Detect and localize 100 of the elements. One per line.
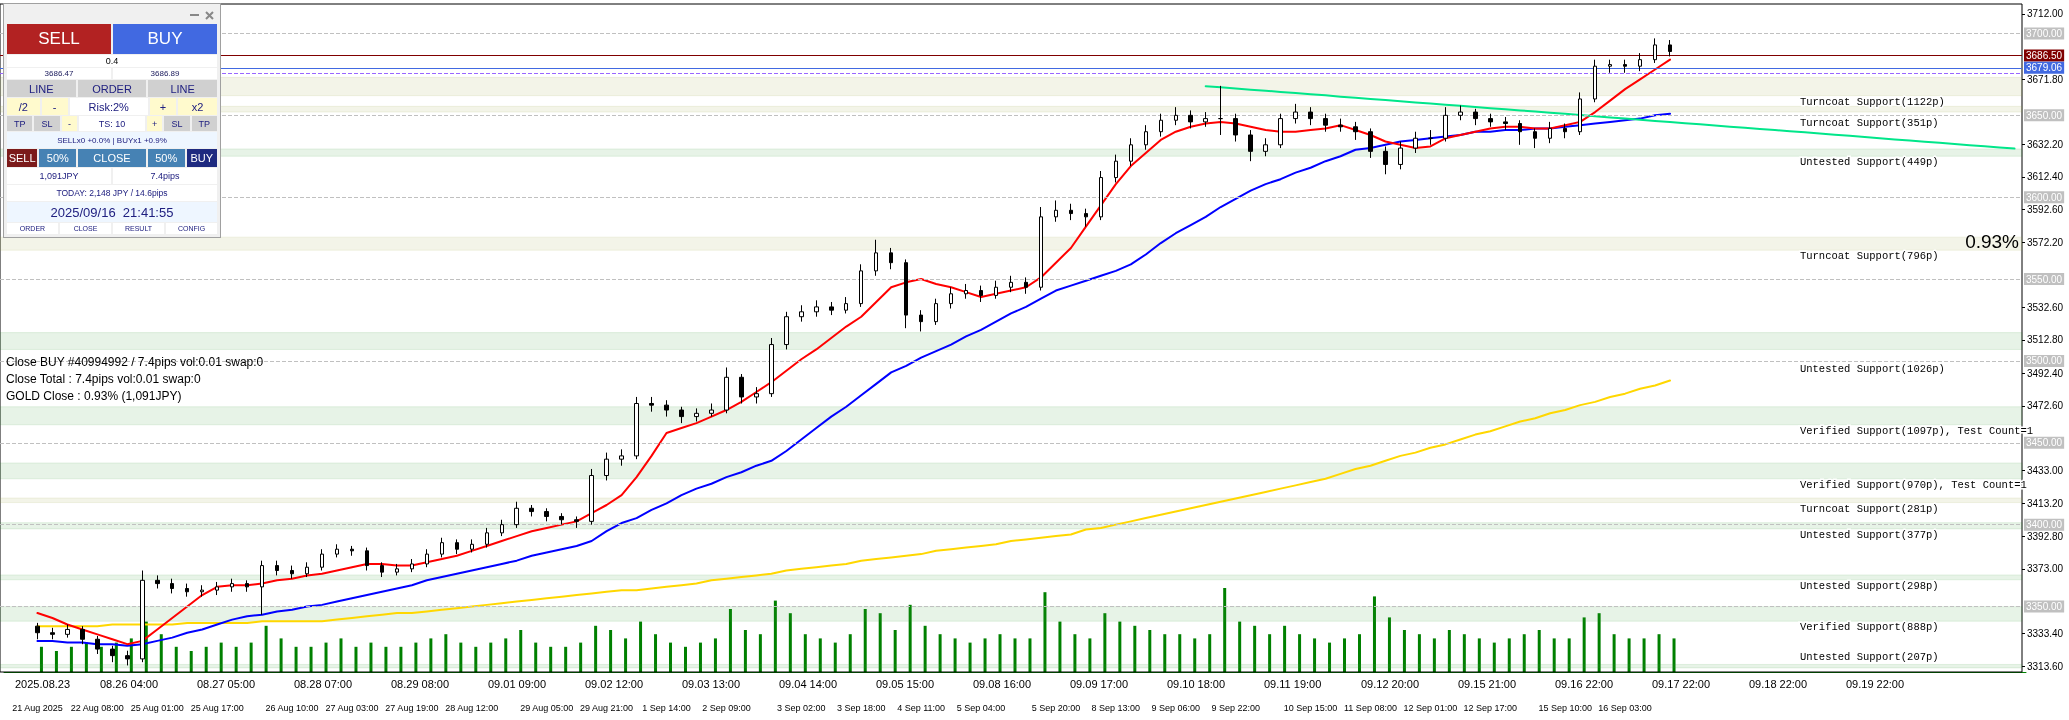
bar xyxy=(1357,634,1361,672)
bar xyxy=(863,609,867,672)
candlestick xyxy=(634,396,639,460)
y-tick-label: 3333.40 xyxy=(2027,628,2064,640)
annotation: ORDER xyxy=(77,80,147,97)
bar xyxy=(1417,634,1421,672)
bar xyxy=(773,600,777,672)
bar xyxy=(84,642,88,672)
candlestick xyxy=(140,569,145,663)
candlestick xyxy=(1144,124,1148,151)
ref-line-label: 3400.00 xyxy=(2026,519,2063,531)
candlestick xyxy=(395,563,399,576)
band-label: Verified Support(1097p), Test Count=1 xyxy=(1799,424,2034,437)
bar xyxy=(1283,625,1287,672)
bar xyxy=(713,638,717,672)
annotation: 3686.47 xyxy=(7,68,111,79)
candlestick xyxy=(95,635,100,655)
annotation: 50% xyxy=(147,149,185,167)
candlestick xyxy=(769,337,774,398)
text: 08.28 07:00 xyxy=(294,678,353,690)
bar xyxy=(1447,630,1451,672)
bar xyxy=(953,638,957,672)
x-tick-label: 1 Sep 14:00 xyxy=(642,702,691,713)
annotation: SELLx0 +0.0% | BUYx1 +0.9% xyxy=(7,132,217,148)
bar xyxy=(1462,634,1466,672)
text: 08.27 05:00 xyxy=(197,678,256,690)
bar xyxy=(938,634,942,672)
bar xyxy=(669,642,673,672)
band-label: Untested Support(449p) xyxy=(1799,156,1939,169)
candlestick xyxy=(440,537,444,558)
text: 09.05 15:00 xyxy=(876,678,935,690)
candlestick xyxy=(200,584,204,598)
bar xyxy=(444,634,448,672)
candlestick xyxy=(844,296,848,314)
bar xyxy=(1028,638,1032,672)
bar xyxy=(1298,634,1302,672)
candlestick xyxy=(335,543,339,558)
bar xyxy=(39,646,43,672)
line-series xyxy=(1204,85,2016,150)
bar xyxy=(983,638,987,672)
text: 09.03 13:00 xyxy=(682,678,741,690)
annotation: 0.4 xyxy=(7,55,217,67)
candlestick xyxy=(275,560,279,576)
x-tick-label: 29 Aug 21:00 xyxy=(580,702,634,713)
candlestick xyxy=(1174,106,1178,126)
bar xyxy=(1193,638,1197,672)
candlestick xyxy=(1458,105,1463,121)
x-tick-label: 22 Aug 08:00 xyxy=(70,702,124,713)
text: 08.29 08:00 xyxy=(391,678,450,690)
candlestick xyxy=(1338,118,1343,133)
text: 09.11 19:00 xyxy=(1264,678,1322,690)
x-tick-label: 5 Sep 04:00 xyxy=(956,702,1006,713)
bar xyxy=(174,646,178,672)
bar xyxy=(848,634,852,672)
ref-line-label: 3686.50 xyxy=(2026,50,2063,62)
bar xyxy=(294,646,298,672)
candlestick xyxy=(1308,106,1313,126)
annotation: Close Total : 7.4pips vol:0.01 swap:0 xyxy=(6,372,201,386)
candlestick xyxy=(619,448,624,467)
annotation: BUY xyxy=(113,24,217,54)
candlestick xyxy=(1099,170,1103,221)
y-tick-label: 3373.00 xyxy=(2027,563,2064,575)
x-tick-label: 27 Aug 03:00 xyxy=(325,702,379,713)
bar xyxy=(99,646,103,672)
bar xyxy=(609,630,613,672)
candlestick xyxy=(1488,113,1493,128)
bar xyxy=(818,638,822,672)
bar xyxy=(369,642,373,672)
annotation: x2 xyxy=(177,98,217,115)
candlestick xyxy=(1398,141,1403,170)
y-tick-label: 3592.60 xyxy=(2027,203,2064,215)
annotation: SL xyxy=(34,116,60,131)
candlestick xyxy=(859,263,863,308)
candlestick xyxy=(1548,121,1552,144)
candlestick xyxy=(125,650,130,666)
bar xyxy=(1148,630,1152,672)
x-tick-label: 10 Sep 15:00 xyxy=(1283,702,1338,713)
candlestick xyxy=(170,578,174,594)
y-tick-label: 3612.40 xyxy=(2027,171,2064,183)
bar xyxy=(414,642,418,672)
candlestick xyxy=(1608,59,1612,74)
candlestick xyxy=(979,285,983,303)
x-tick-label: 9 Sep 22:00 xyxy=(1211,702,1260,713)
y-tick-label: 3413.20 xyxy=(2027,497,2064,509)
annotation: TODAY: 2,148 JPY / 14.6pips xyxy=(7,185,217,201)
ref-line-label: 3450.00 xyxy=(2026,437,2063,449)
candlestick xyxy=(1054,199,1058,223)
y-tick-label: 3433.00 xyxy=(2027,465,2064,477)
annotation: 50% xyxy=(39,149,77,167)
candlestick xyxy=(1578,91,1582,136)
text: 09.15 21:00 xyxy=(1458,678,1517,690)
candlestick xyxy=(529,504,534,517)
candlestick xyxy=(589,468,594,526)
candlestick xyxy=(1218,85,1223,136)
bar xyxy=(968,642,972,672)
candlestick xyxy=(1323,113,1328,133)
bar xyxy=(1387,617,1391,672)
candlestick xyxy=(514,501,519,529)
candlestick xyxy=(694,407,699,422)
bar xyxy=(728,609,732,672)
